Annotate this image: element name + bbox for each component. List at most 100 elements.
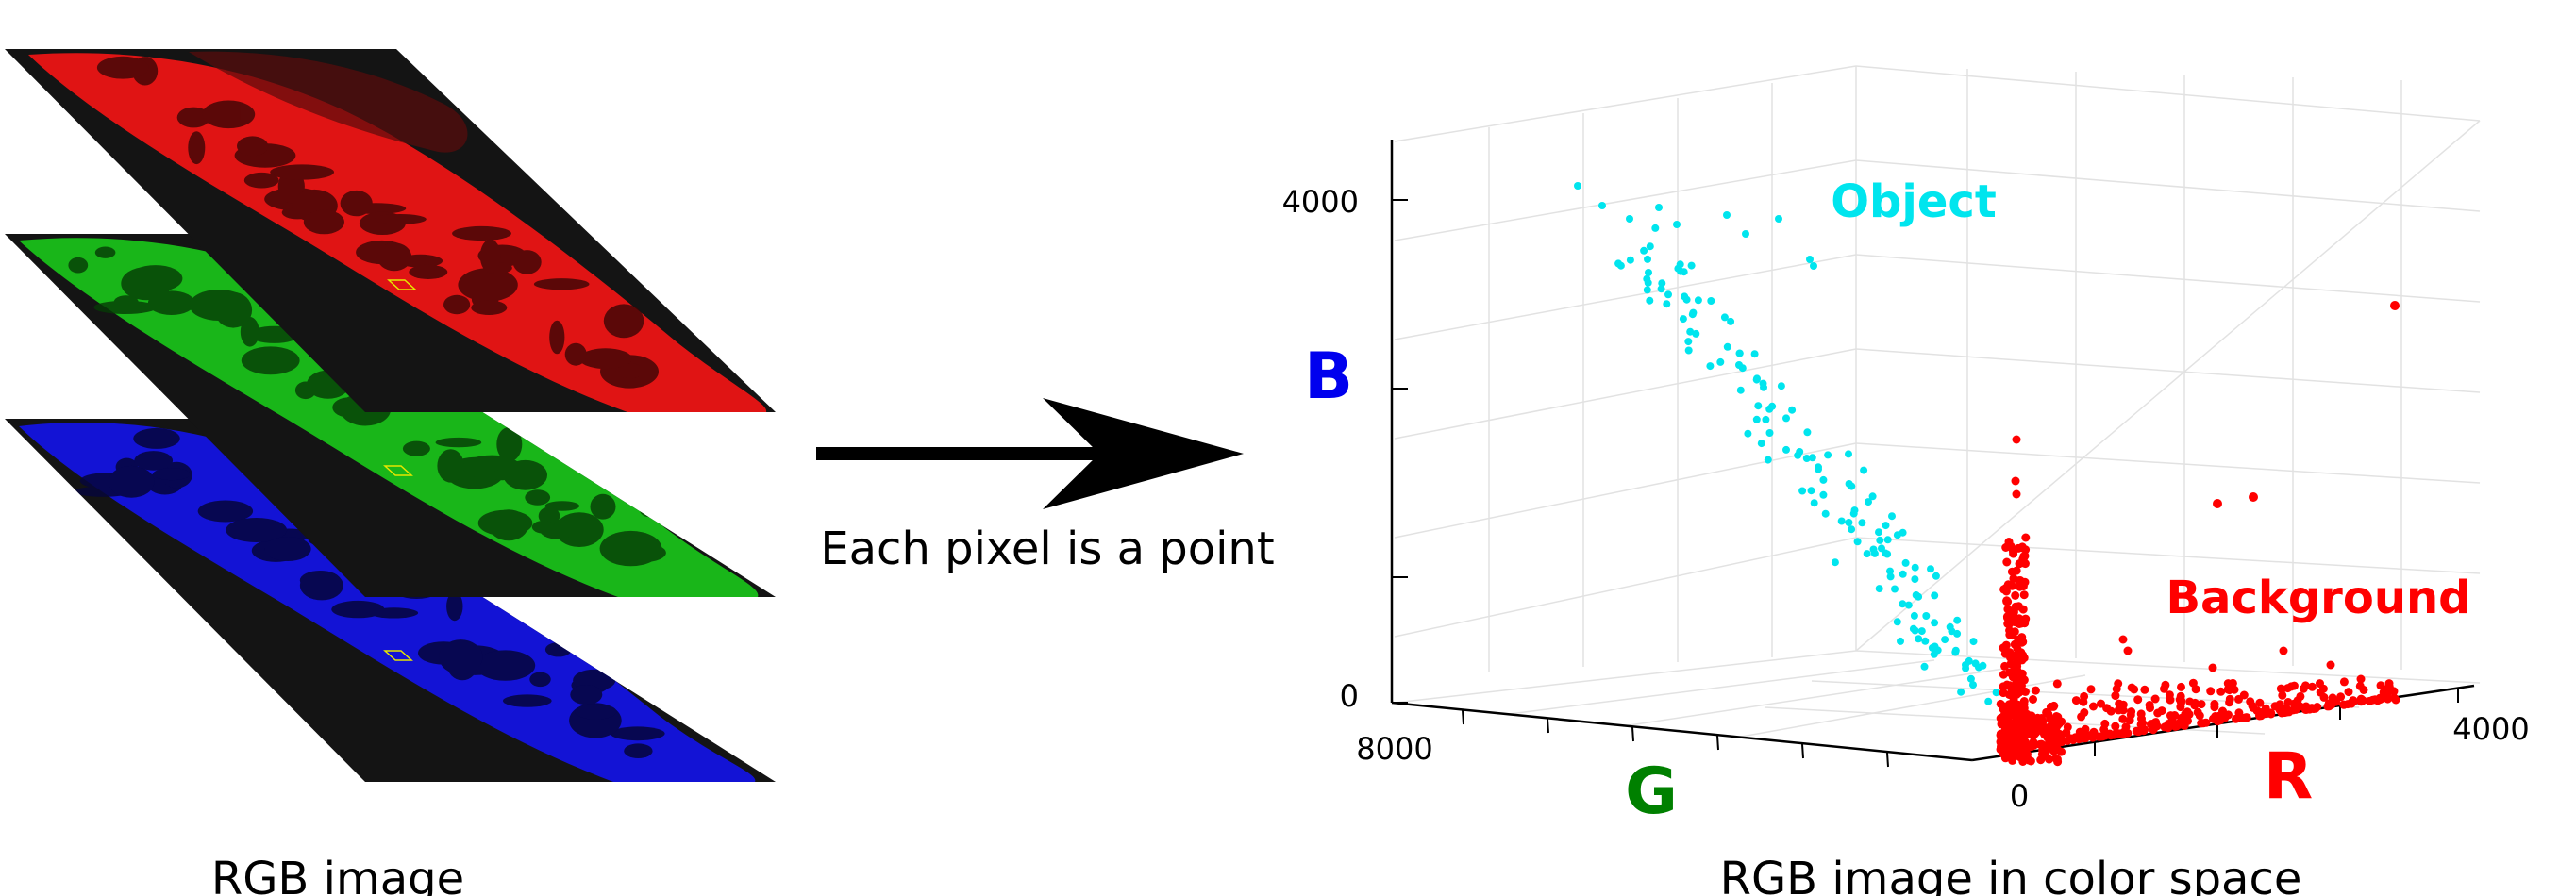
background-point (2022, 709, 2032, 719)
background-point (2368, 695, 2378, 705)
texture-spot (128, 265, 183, 292)
object-point (1848, 525, 1856, 534)
mapping-arrow (816, 398, 1244, 509)
background-point (2296, 691, 2305, 701)
texture-spot (133, 427, 180, 449)
object-point (1723, 211, 1731, 219)
blue-channel-layer (5, 419, 776, 782)
object-point (1794, 451, 1802, 459)
background-point (2009, 549, 2018, 558)
background-point (2000, 725, 2010, 735)
texture-spot (409, 264, 448, 279)
texture-spot (512, 250, 542, 274)
background-point (2127, 707, 2136, 717)
texture-spot (446, 591, 463, 622)
object-point (1706, 362, 1715, 371)
background-point (2336, 692, 2346, 702)
background-point (2355, 681, 2365, 690)
background-point (2270, 702, 2280, 711)
object-point (1802, 455, 1811, 462)
object-point (1931, 619, 1939, 627)
object-point (1736, 386, 1745, 394)
background-point (2172, 722, 2182, 731)
background-point (2017, 728, 2027, 738)
object-point (1897, 637, 1904, 645)
background-point (2308, 704, 2317, 713)
object-point (1694, 296, 1702, 305)
object-point (1764, 456, 1772, 464)
texture-spot (452, 225, 511, 241)
background-point (2358, 696, 2367, 705)
object-point (1720, 313, 1729, 322)
background-outlier-point (2249, 492, 2258, 502)
texture-spot (525, 489, 551, 506)
background-point (2201, 718, 2211, 727)
texture-spot (340, 190, 373, 217)
object-point (1915, 592, 1923, 601)
background-point (2099, 724, 2109, 734)
object-point (1808, 454, 1816, 462)
background-point (2014, 682, 2023, 691)
background-point (2028, 729, 2037, 738)
background-point (2000, 754, 2010, 763)
background-point (2140, 725, 2149, 735)
texture-spot (533, 278, 590, 290)
texture-spot (435, 437, 482, 448)
background-point (2053, 712, 2063, 722)
texture-spot (189, 290, 249, 321)
object-point (1911, 575, 1919, 584)
background-point (2145, 701, 2154, 709)
object-point (1984, 697, 1993, 705)
object-point (1757, 440, 1765, 448)
background-point (2021, 687, 2030, 696)
object-point (1723, 342, 1731, 351)
object-point (1626, 256, 1634, 264)
background-point (2086, 685, 2096, 694)
object-point (1930, 650, 1938, 658)
object-point (1750, 350, 1759, 358)
background-point (2014, 602, 2023, 611)
object-point (1765, 429, 1774, 437)
object-point (1782, 445, 1790, 454)
background-point (2049, 727, 2059, 737)
background-point (2079, 734, 2088, 743)
texture-spot (402, 440, 430, 456)
red-channel-layer (5, 49, 776, 412)
object-point (1953, 629, 1962, 638)
object-point (1782, 414, 1790, 423)
object-point (1676, 260, 1684, 269)
background-point (2011, 590, 2020, 600)
background-point (2223, 685, 2233, 694)
background-point (2023, 753, 2032, 762)
object-point (1966, 674, 1975, 683)
background-point (2299, 684, 2308, 693)
texture-spot (578, 348, 632, 370)
background-point (2316, 688, 2325, 697)
background-point (2136, 709, 2146, 719)
background-point (2071, 696, 2081, 705)
background-point (2261, 709, 2270, 719)
texture-spot (549, 320, 565, 355)
background-point (2376, 681, 2385, 690)
object-point (1927, 565, 1934, 573)
object-point (1911, 626, 1919, 635)
background-point (2138, 719, 2148, 728)
b-tick-zero: 0 (1340, 678, 1359, 714)
pixel-marker-green (383, 465, 413, 476)
object-point (1893, 618, 1901, 626)
object-point (1640, 246, 1648, 255)
texture-spot (503, 459, 547, 490)
texture-spot (303, 209, 344, 235)
background-outlier-point (2213, 499, 2222, 508)
g-axis-line (1391, 701, 1973, 762)
background-point (2009, 614, 2017, 623)
object-point (1716, 357, 1725, 366)
object-point (1752, 415, 1761, 423)
background-point (2123, 646, 2133, 655)
background-point (2326, 660, 2335, 670)
object-point (1969, 681, 1977, 689)
background-point (2029, 695, 2037, 704)
texture-spot (615, 363, 644, 379)
object-point (1957, 688, 1965, 696)
